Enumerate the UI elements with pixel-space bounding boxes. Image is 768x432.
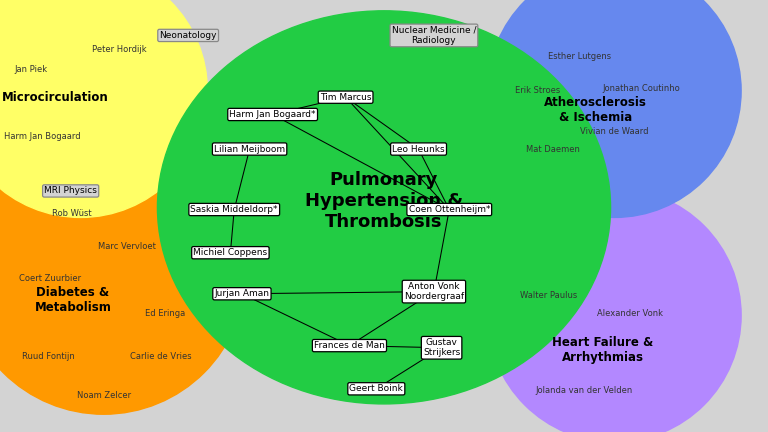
Text: Tim Marcus: Tim Marcus [319, 93, 372, 102]
Text: Mat Daemen: Mat Daemen [526, 145, 580, 153]
Text: Atherosclerosis
& Ischemia: Atherosclerosis & Ischemia [544, 96, 647, 124]
Text: Marc Vervloet: Marc Vervloet [98, 242, 156, 251]
Text: Jurjan Aman: Jurjan Aman [214, 289, 270, 298]
Text: Walter Paulus: Walter Paulus [521, 292, 578, 300]
Ellipse shape [488, 0, 741, 217]
Text: Rob Wüst: Rob Wüst [51, 210, 91, 218]
Text: Noam Zelcer: Noam Zelcer [77, 391, 131, 400]
Text: Nuclear Medicine /
Radiology: Nuclear Medicine / Radiology [392, 26, 476, 45]
Text: Lilian Meijboom: Lilian Meijboom [214, 145, 285, 153]
Text: Harm Jan Bogaard: Harm Jan Bogaard [4, 132, 81, 140]
Text: Michiel Coppens: Michiel Coppens [194, 248, 267, 257]
Text: Geert Boink: Geert Boink [349, 384, 403, 393]
Text: Peter Hordijk: Peter Hordijk [91, 45, 147, 54]
Text: Alexander Vonk: Alexander Vonk [597, 309, 663, 318]
Text: Ruud Fontijn: Ruud Fontijn [22, 352, 74, 361]
Text: Vivian de Waard: Vivian de Waard [580, 127, 649, 136]
Text: Gustav
Strijkers: Gustav Strijkers [423, 338, 460, 357]
Text: Jolanda van der Velden: Jolanda van der Velden [535, 387, 632, 395]
Text: Heart Failure &
Arrhythmias: Heart Failure & Arrhythmias [552, 336, 654, 364]
Text: Coert Zuurbier: Coert Zuurbier [19, 274, 81, 283]
Text: Jonathan Coutinho: Jonathan Coutinho [602, 84, 680, 93]
Text: Carlie de Vries: Carlie de Vries [131, 352, 192, 361]
Text: Leo Heunks: Leo Heunks [392, 145, 445, 153]
Text: Erik Stroes: Erik Stroes [515, 86, 560, 95]
Text: Ed Eringa: Ed Eringa [145, 309, 185, 318]
Text: Diabetes &
Metabolism: Diabetes & Metabolism [35, 286, 111, 314]
Ellipse shape [0, 130, 246, 414]
Text: Jan Piek: Jan Piek [14, 65, 48, 73]
Text: Harm Jan Bogaard*: Harm Jan Bogaard* [230, 110, 316, 119]
Text: Microcirculation: Microcirculation [2, 91, 108, 104]
Text: Anton Vonk
Noordergraaf: Anton Vonk Noordergraaf [404, 282, 464, 301]
Text: Pulmonary
Hypertension &
Thrombosis: Pulmonary Hypertension & Thrombosis [305, 171, 463, 231]
Text: Esther Lutgens: Esther Lutgens [548, 52, 611, 60]
Text: MRI Physics: MRI Physics [45, 187, 97, 195]
Ellipse shape [0, 0, 207, 217]
Ellipse shape [488, 189, 741, 432]
Ellipse shape [157, 11, 611, 404]
Text: Coen Ottenheijm*: Coen Ottenheijm* [409, 205, 490, 214]
Text: Saskia Middeldorp*: Saskia Middeldorp* [190, 205, 278, 214]
Text: Neonatology: Neonatology [160, 31, 217, 40]
Text: Frances de Man: Frances de Man [314, 341, 385, 350]
